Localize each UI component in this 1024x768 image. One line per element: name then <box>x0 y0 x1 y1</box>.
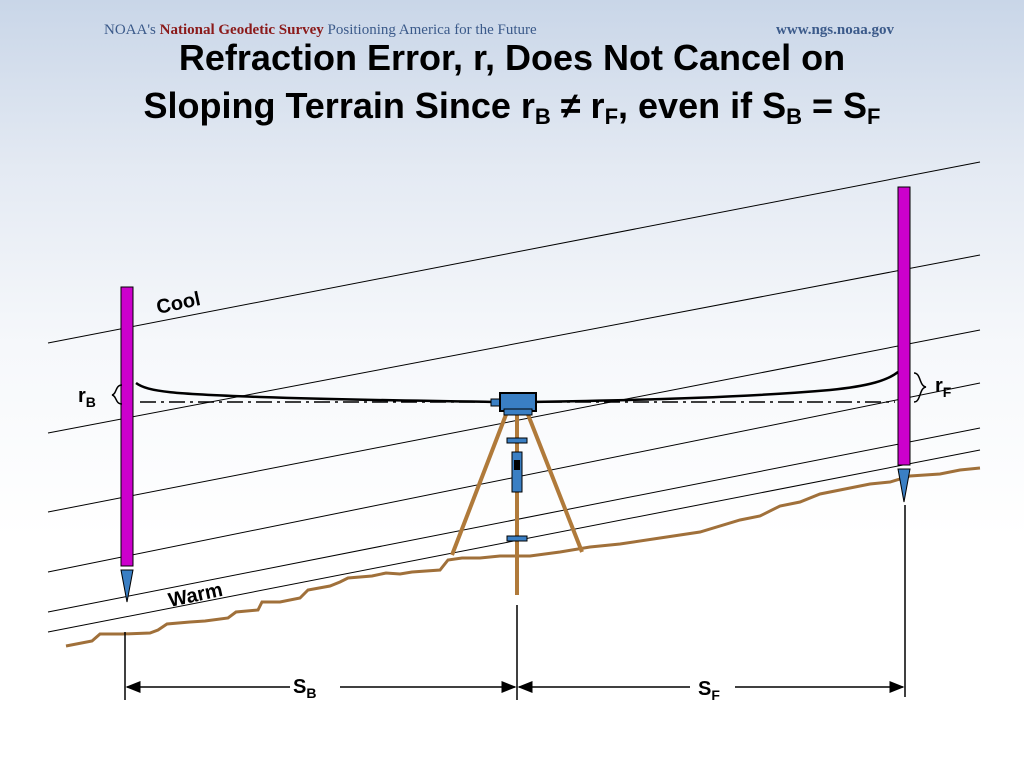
ground-profile <box>65 466 981 648</box>
sf-label: SF <box>698 678 720 703</box>
title-line-1: Refraction Error, r, Does Not Cancel on <box>178 37 846 78</box>
refracted-ray-back <box>135 381 501 404</box>
instrument-level <box>490 392 537 542</box>
brace-rb <box>111 384 123 405</box>
header-organization: NOAA's National Geodetic Survey Position… <box>104 22 537 38</box>
fore-rod <box>897 186 911 503</box>
header-url: www.ngs.noaa.gov <box>776 22 894 38</box>
brace-rf <box>913 372 927 403</box>
warm-label: Warm <box>166 579 224 612</box>
back-rod <box>120 286 134 603</box>
rf-label: rF <box>935 375 952 400</box>
temperature-layer-lines <box>47 161 981 633</box>
sb-label: SB <box>293 676 316 701</box>
header-bar: NOAA's National Geodetic Survey Position… <box>0 18 1024 44</box>
slide-title: Refraction Error, r, Does Not Cancel on … <box>40 34 984 141</box>
title-line-2: Sloping Terrain Since rB ≠ rF, even if S… <box>143 85 881 129</box>
refracted-ray-fore <box>529 371 899 404</box>
rb-label: rB <box>78 385 96 410</box>
tripod <box>450 411 584 595</box>
distance-dimensions <box>124 505 906 700</box>
